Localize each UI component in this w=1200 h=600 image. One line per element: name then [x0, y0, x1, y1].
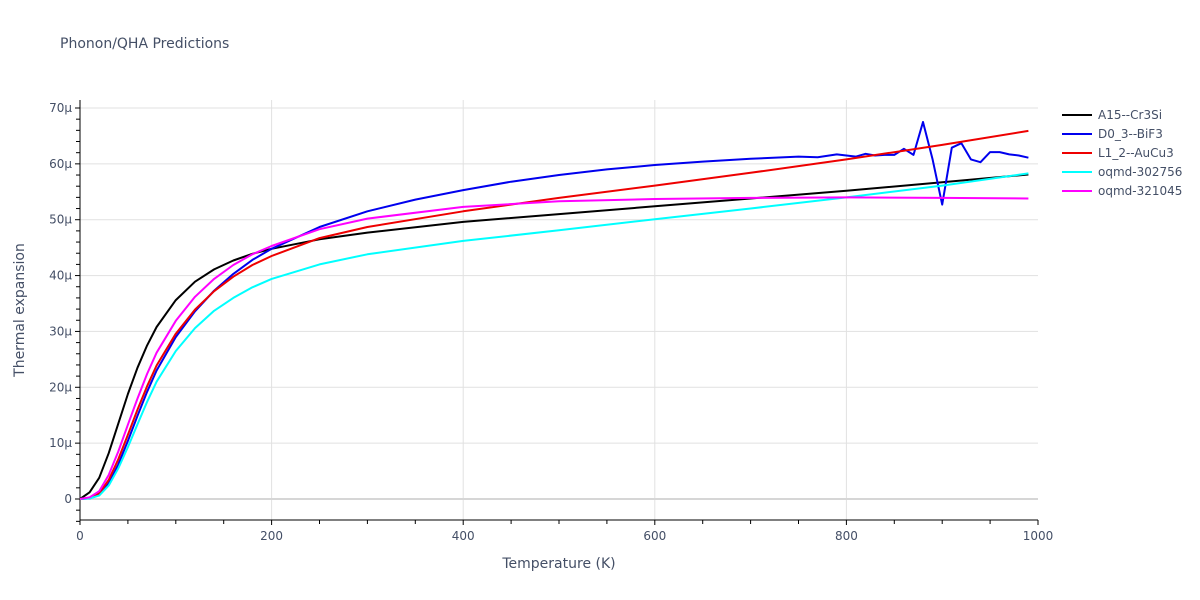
legend-label: A15--Cr3Si: [1098, 108, 1162, 122]
series-line-A15--Cr3Si[interactable]: [79, 173, 1029, 500]
y-tick-label: 0: [64, 492, 72, 506]
series-line-oqmd-302756[interactable]: [79, 172, 1029, 500]
series-lines: [79, 121, 1029, 500]
x-tick-label: 200: [260, 529, 283, 543]
legend-label: D0_3--BiF3: [1098, 127, 1163, 141]
series-line-D0_3--BiF3[interactable]: [79, 121, 1029, 500]
legend-item[interactable]: L1_2--AuCu3: [1062, 146, 1174, 160]
gridlines: [80, 100, 1038, 520]
series-line-L1_2--AuCu3[interactable]: [79, 129, 1029, 500]
x-tick-label: 600: [643, 529, 666, 543]
y-tick-label: 10µ: [49, 436, 72, 450]
chart-title: Phonon/QHA Predictions: [60, 36, 230, 52]
legend-label: L1_2--AuCu3: [1098, 146, 1174, 160]
y-tick-label: 70µ: [49, 101, 72, 115]
axes: [75, 100, 1039, 525]
legend-item[interactable]: A15--Cr3Si: [1062, 108, 1162, 122]
legend-item[interactable]: oqmd-302756: [1062, 165, 1182, 179]
legend-label: oqmd-321045: [1098, 184, 1182, 198]
legend: A15--Cr3Si D0_3--BiF3 L1_2--AuCu3 oqmd-3027…: [1062, 108, 1182, 198]
legend-label: oqmd-302756: [1098, 165, 1182, 179]
x-tick-label: 0: [76, 529, 84, 543]
series-line-oqmd-321045[interactable]: [79, 196, 1029, 500]
y-tick-label: 30µ: [49, 324, 72, 338]
y-tick-label: 60µ: [49, 157, 72, 171]
x-tick-label: 400: [452, 529, 475, 543]
legend-item[interactable]: D0_3--BiF3: [1062, 127, 1163, 141]
y-tick-label: 50µ: [49, 213, 72, 227]
x-tick-label: 800: [835, 529, 858, 543]
y-axis-title: Thermal expansion: [12, 243, 28, 378]
x-axis-title: Temperature (K): [501, 556, 615, 572]
y-tick-label: 40µ: [49, 269, 72, 283]
x-tick-label: 1000: [1023, 529, 1054, 543]
y-tick-label: 20µ: [49, 380, 72, 394]
legend-item[interactable]: oqmd-321045: [1062, 184, 1182, 198]
